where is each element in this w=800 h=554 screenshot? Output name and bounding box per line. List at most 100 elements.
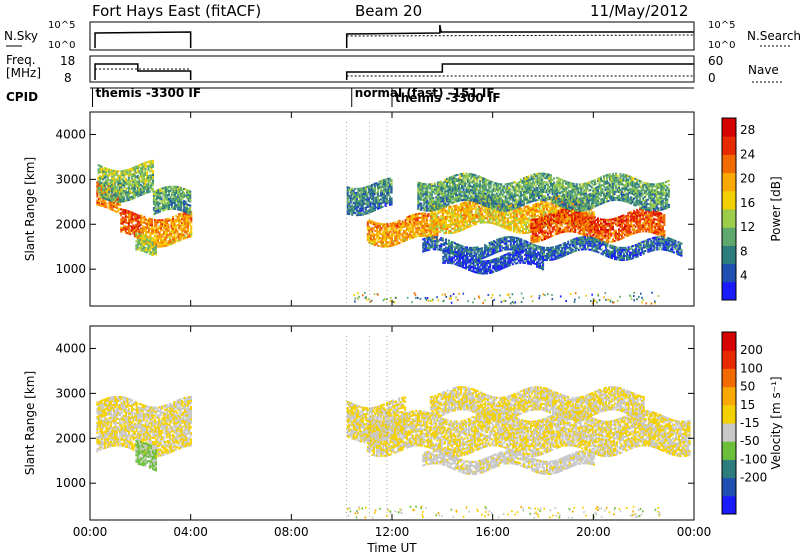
heatmap-cell: [464, 203, 467, 206]
heatmap-cell: [147, 229, 150, 232]
heatmap-cell: [99, 193, 102, 196]
heatmap-cell: [371, 230, 374, 233]
heatmap-cell: [630, 219, 633, 222]
heatmap-cell: [444, 192, 447, 195]
heatmap-cell: [189, 212, 192, 215]
heatmap-cell: [543, 203, 546, 206]
heatmap-cell: [605, 231, 608, 233]
heatmap-cell: [590, 215, 593, 218]
heatmap-cell: [346, 196, 349, 199]
heatmap-cell: [376, 189, 379, 192]
heatmap-cell: [152, 203, 155, 206]
heatmap-cell: [371, 222, 374, 225]
heatmap-cell: [468, 193, 471, 196]
heatmap-cell: [409, 227, 412, 230]
heatmap-cell: [439, 200, 442, 203]
heatmap-cell: [120, 186, 123, 189]
heatmap-cell: [454, 188, 457, 191]
heatmap-cell: [534, 232, 537, 235]
heatmap-cell: [397, 232, 400, 235]
heatmap-cell: [385, 227, 388, 230]
heatmap-cell: [467, 176, 470, 179]
heatmap-cell: [534, 240, 537, 243]
heatmap-cell: [595, 219, 598, 221]
heatmap-cell: [138, 231, 141, 234]
heatmap-cell: [460, 213, 463, 216]
heatmap-cell: [404, 233, 407, 236]
heatmap-cell: [156, 219, 159, 222]
heatmap-cell: [556, 228, 559, 231]
heatmap-cell: [442, 181, 445, 184]
heatmap-cell: [416, 225, 419, 228]
heatmap-cell: [512, 230, 515, 233]
heatmap-cell: [346, 186, 349, 189]
heatmap-cell: [496, 217, 499, 220]
heatmap-cell: [398, 229, 401, 232]
heatmap-cell: [456, 177, 459, 180]
heatmap-cell: [602, 218, 605, 221]
heatmap-cell: [99, 177, 102, 180]
heatmap-cell: [438, 189, 441, 192]
heatmap-cell: [105, 187, 108, 190]
heatmap-cell: [450, 182, 453, 185]
heatmap-cell: [556, 226, 559, 229]
heatmap-cell: [100, 192, 103, 195]
heatmap-cell: [496, 215, 499, 218]
heatmap-cell: [121, 200, 124, 203]
heatmap-cell: [531, 239, 534, 241]
heatmap-cell: [457, 179, 460, 182]
heatmap-cell: [658, 218, 661, 221]
heatmap-cell: [166, 228, 169, 231]
heatmap-cell: [538, 211, 541, 214]
heatmap-cell: [351, 193, 354, 196]
heatmap-cell: [467, 197, 470, 199]
heatmap-cell: [157, 211, 160, 214]
heatmap-cell: [173, 223, 176, 226]
heatmap-cell: [361, 213, 364, 216]
heatmap-cell: [481, 211, 484, 214]
nave-trace: [95, 68, 694, 77]
heatmap-cell: [144, 234, 147, 237]
heatmap-cell: [418, 202, 421, 205]
heatmap-cell: [111, 191, 114, 194]
heatmap-cell: [174, 185, 177, 188]
heatmap-cell: [380, 237, 383, 240]
heatmap-cell: [466, 222, 469, 225]
heatmap-cell: [400, 233, 403, 236]
heatmap-cell: [130, 217, 133, 220]
heatmap-cell: [618, 234, 621, 237]
heatmap-cell: [658, 230, 661, 233]
heatmap-cell: [127, 190, 130, 193]
heatmap-cell: [147, 175, 150, 177]
heatmap-cell: [180, 193, 183, 195]
heatmap-cell: [372, 197, 375, 200]
heatmap-cell: [172, 191, 175, 194]
heatmap-cell: [427, 203, 430, 206]
heatmap-cell: [368, 239, 371, 242]
heatmap-cell: [360, 199, 363, 202]
heatmap-cell: [140, 216, 143, 219]
heatmap-cell: [183, 202, 186, 205]
heatmap-cell: [444, 198, 447, 201]
heatmap-cell: [123, 219, 126, 222]
heatmap-cell: [559, 211, 562, 214]
heatmap-cell: [132, 218, 135, 221]
heatmap-cell: [462, 188, 465, 191]
heatmap-cell: [499, 210, 502, 213]
heatmap-cell: [163, 209, 166, 211]
heatmap-cell: [163, 207, 166, 209]
heatmap-cell: [100, 204, 103, 207]
heatmap-cell: [559, 207, 562, 210]
heatmap-cell: [388, 233, 391, 236]
heatmap-cell: [352, 209, 355, 212]
heatmap-cell: [616, 220, 619, 223]
heatmap-cell: [429, 211, 432, 214]
heatmap-cell: [349, 211, 352, 214]
heatmap-cell: [161, 235, 164, 238]
heatmap-cell: [391, 224, 394, 227]
heatmap-cell: [450, 219, 453, 222]
heatmap-cell: [443, 223, 446, 226]
heatmap-cell: [148, 174, 151, 177]
heatmap-cell: [188, 235, 191, 238]
heatmap-cell: [485, 221, 488, 224]
